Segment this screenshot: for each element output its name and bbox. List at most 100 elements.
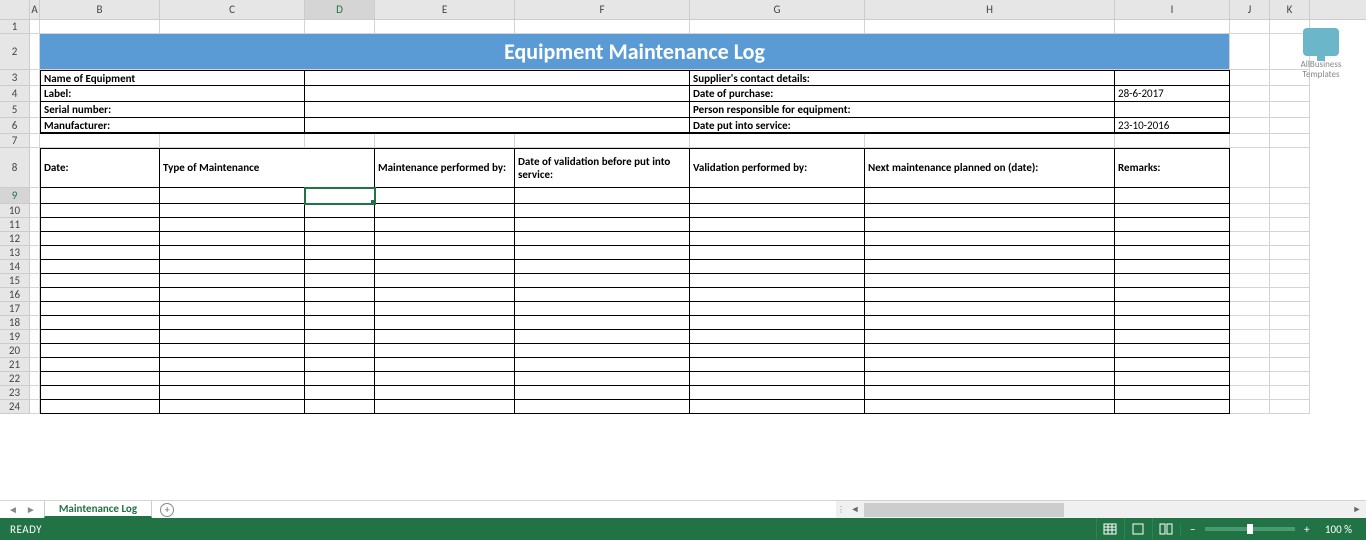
table-cell[interactable] <box>375 330 515 344</box>
table-cell[interactable] <box>865 288 1115 302</box>
table-cell[interactable] <box>865 372 1115 386</box>
cell[interactable] <box>30 260 40 274</box>
scroll-track[interactable] <box>864 501 1348 519</box>
cell[interactable] <box>690 134 865 148</box>
table-cell[interactable] <box>1115 302 1230 316</box>
zoom-out-button[interactable]: − <box>1187 523 1199 536</box>
cell[interactable] <box>1230 118 1270 134</box>
table-cell[interactable] <box>160 232 305 246</box>
select-all-corner[interactable] <box>0 0 30 20</box>
cell[interactable] <box>30 246 40 260</box>
table-cell[interactable] <box>690 274 865 288</box>
table-cell[interactable] <box>40 260 160 274</box>
cell[interactable] <box>1270 274 1310 288</box>
table-cell[interactable] <box>375 274 515 288</box>
info-value-right[interactable] <box>1115 70 1230 86</box>
cell[interactable] <box>1230 358 1270 372</box>
table-cell[interactable] <box>375 188 515 204</box>
cell[interactable] <box>1230 372 1270 386</box>
cell[interactable] <box>30 34 40 70</box>
table-cell[interactable] <box>690 288 865 302</box>
cell[interactable] <box>30 232 40 246</box>
cell[interactable] <box>305 134 375 148</box>
table-cell[interactable] <box>865 330 1115 344</box>
table-cell[interactable] <box>690 260 865 274</box>
table-cell[interactable] <box>690 302 865 316</box>
table-cell[interactable] <box>865 260 1115 274</box>
table-cell[interactable] <box>160 218 305 232</box>
table-cell[interactable] <box>690 330 865 344</box>
cell[interactable] <box>1230 260 1270 274</box>
table-cell[interactable] <box>40 386 160 400</box>
table-cell[interactable] <box>305 400 375 414</box>
column-header-G[interactable]: G <box>690 0 865 19</box>
table-cell[interactable] <box>40 344 160 358</box>
table-cell[interactable] <box>1115 358 1230 372</box>
table-cell[interactable] <box>305 246 375 260</box>
table-cell[interactable] <box>515 204 690 218</box>
cell[interactable] <box>30 204 40 218</box>
zoom-slider-track[interactable] <box>1205 527 1295 531</box>
zoom-in-button[interactable]: + <box>1301 523 1313 536</box>
table-cell[interactable] <box>375 386 515 400</box>
row-header-13[interactable]: 13 <box>0 246 29 260</box>
table-cell[interactable] <box>160 372 305 386</box>
table-cell[interactable] <box>1115 344 1230 358</box>
table-cell[interactable] <box>865 358 1115 372</box>
row-header-14[interactable]: 14 <box>0 260 29 274</box>
table-cell[interactable] <box>40 274 160 288</box>
cell[interactable] <box>1270 400 1310 414</box>
cell[interactable] <box>30 400 40 414</box>
row-header-23[interactable]: 23 <box>0 386 29 400</box>
column-header-H[interactable]: H <box>865 0 1115 19</box>
cell[interactable] <box>1270 188 1310 204</box>
table-cell[interactable] <box>515 188 690 204</box>
cell-grid[interactable]: Equipment Maintenance LogName of Equipme… <box>30 20 1366 496</box>
cell[interactable] <box>30 70 40 86</box>
table-cell[interactable] <box>690 232 865 246</box>
cell[interactable] <box>1230 274 1270 288</box>
table-cell[interactable] <box>40 372 160 386</box>
info-value-right[interactable]: 23-10-2016 <box>1115 118 1230 134</box>
cell[interactable] <box>30 118 40 134</box>
table-cell[interactable] <box>40 246 160 260</box>
cell[interactable] <box>305 20 375 34</box>
row-header-4[interactable]: 4 <box>0 86 29 102</box>
table-cell[interactable] <box>1115 218 1230 232</box>
table-cell[interactable] <box>690 204 865 218</box>
column-header-E[interactable]: E <box>375 0 515 19</box>
cell[interactable] <box>690 20 865 34</box>
table-cell[interactable] <box>865 400 1115 414</box>
cell[interactable] <box>1230 134 1270 148</box>
table-cell[interactable] <box>40 188 160 204</box>
column-header-D[interactable]: D <box>305 0 375 19</box>
row-header-17[interactable]: 17 <box>0 302 29 316</box>
table-cell[interactable] <box>515 316 690 330</box>
scroll-right-icon[interactable]: ► <box>1348 501 1366 519</box>
table-cell[interactable] <box>865 204 1115 218</box>
sheet-tab-active[interactable]: Maintenance Log <box>44 501 152 518</box>
column-header-I[interactable]: I <box>1115 0 1230 19</box>
cell[interactable] <box>1230 386 1270 400</box>
zoom-slider-thumb[interactable] <box>1247 524 1253 534</box>
table-cell[interactable] <box>515 400 690 414</box>
scroll-left-icon[interactable]: ◄ <box>846 501 864 519</box>
table-cell[interactable] <box>305 372 375 386</box>
table-cell[interactable] <box>375 288 515 302</box>
table-cell[interactable] <box>40 358 160 372</box>
table-cell[interactable] <box>690 246 865 260</box>
table-cell[interactable] <box>865 344 1115 358</box>
cell[interactable] <box>30 86 40 102</box>
horizontal-scrollbar[interactable]: ◄ ► <box>846 500 1366 518</box>
cell[interactable] <box>1230 302 1270 316</box>
cell[interactable] <box>1270 86 1310 102</box>
table-cell[interactable] <box>1115 372 1230 386</box>
cell[interactable] <box>30 102 40 118</box>
row-header-15[interactable]: 15 <box>0 274 29 288</box>
table-cell[interactable] <box>690 358 865 372</box>
table-cell[interactable] <box>690 344 865 358</box>
cell[interactable] <box>40 20 160 34</box>
table-cell[interactable] <box>305 218 375 232</box>
table-cell[interactable] <box>515 330 690 344</box>
table-cell[interactable] <box>375 400 515 414</box>
